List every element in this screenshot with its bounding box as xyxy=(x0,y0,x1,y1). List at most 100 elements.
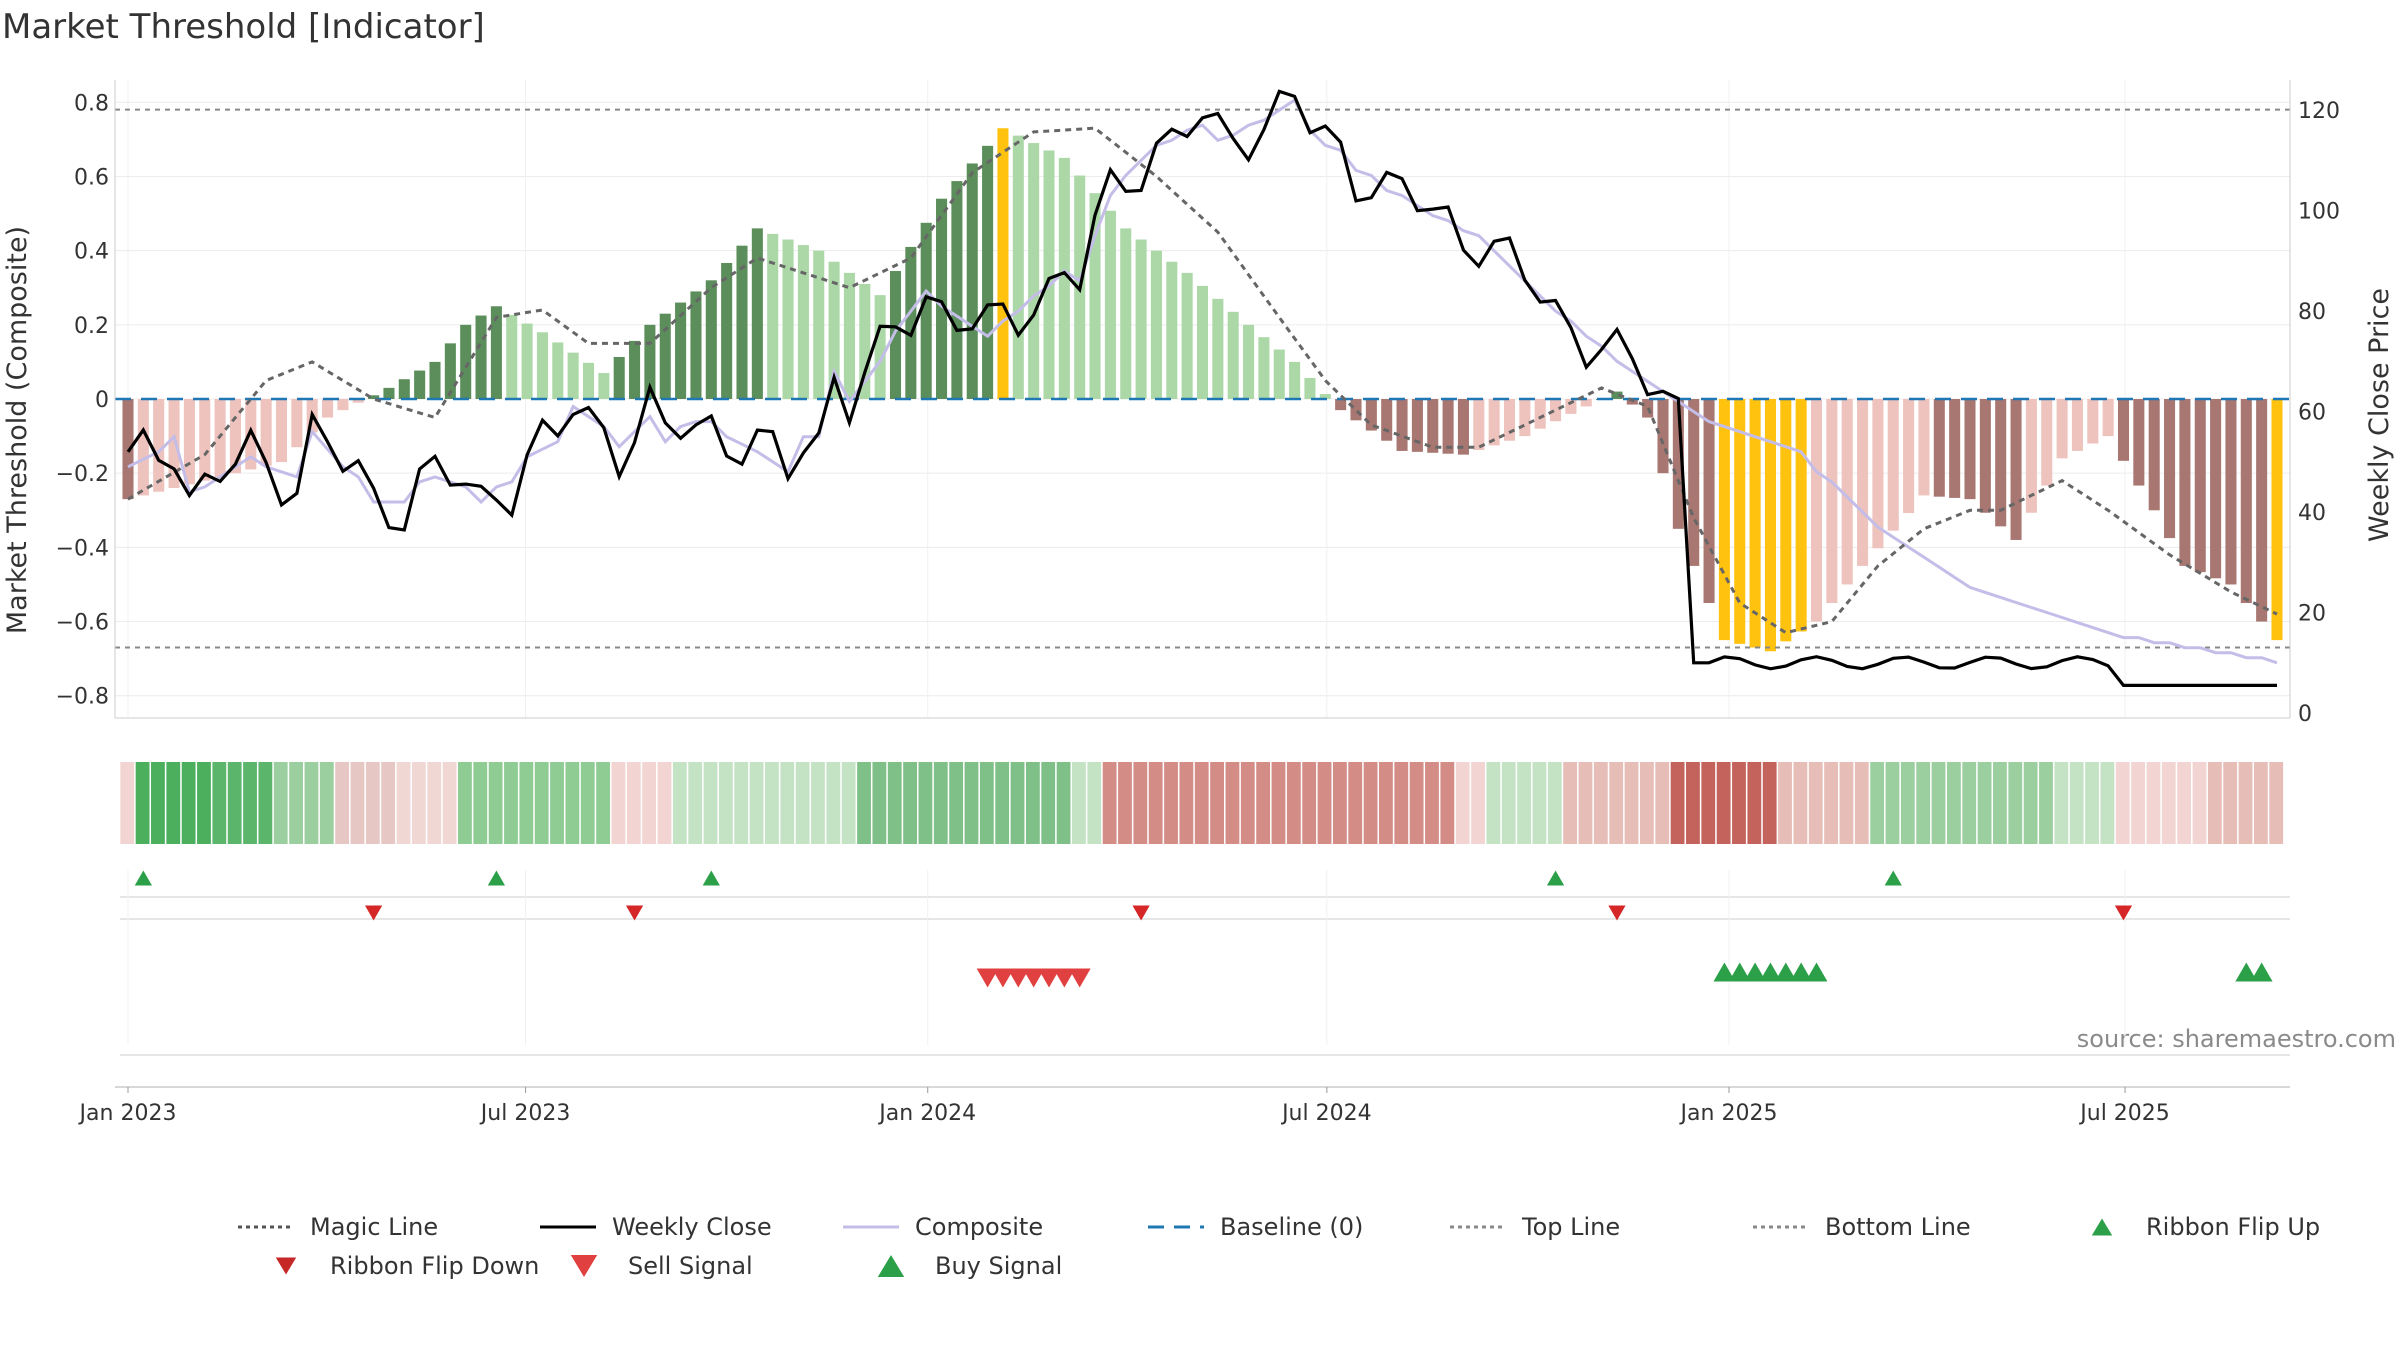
buy-signal-marker xyxy=(1728,962,1751,982)
composite-bar xyxy=(1519,399,1531,437)
axes: 0.8 0.6 0.4 0.2 0 −0.2 −0.4 −0.6 −0.8 120 100 80 60 4… xyxy=(56,80,2340,1126)
y-tick-label: −0.8 xyxy=(56,685,109,710)
ribbon-cell xyxy=(1394,762,1409,844)
ribbon-cell xyxy=(335,762,350,844)
composite-bar xyxy=(629,340,641,399)
composite-bar xyxy=(1795,399,1807,632)
ribbon-cell xyxy=(826,762,841,844)
legend-item: Ribbon Flip Up xyxy=(2091,1213,2320,1241)
composite-bar xyxy=(1166,261,1178,399)
ribbon-cell xyxy=(718,762,733,844)
ribbon-cell xyxy=(2253,762,2268,844)
composite-bar xyxy=(1657,399,1669,474)
y-tick-label: 0 xyxy=(95,388,109,413)
composite-bar xyxy=(168,399,180,489)
ribbon-cell xyxy=(2269,762,2284,844)
ribbon-cell xyxy=(197,762,211,844)
ribbon-cell xyxy=(2023,762,2038,844)
sell-signal-marker xyxy=(1007,968,1030,988)
magic-line xyxy=(127,126,2278,635)
legend-label: Composite xyxy=(915,1213,1043,1241)
legend-label: Weekly Close xyxy=(612,1213,772,1241)
composite-bar xyxy=(1503,399,1516,441)
composite-bar xyxy=(813,250,825,399)
ribbon-cell xyxy=(626,762,641,844)
ribbon-cell xyxy=(979,762,994,844)
composite-bar xyxy=(291,399,303,448)
ribbon-cell xyxy=(1824,762,1838,844)
composite-bar xyxy=(843,272,855,399)
composite-bar xyxy=(444,343,456,399)
ribbon-flip-up-marker xyxy=(1546,870,1565,886)
composite-bar xyxy=(1780,399,1792,642)
legend-label: Ribbon Flip Down xyxy=(330,1252,539,1280)
composite-bar xyxy=(1688,399,1700,566)
composite-bar xyxy=(1488,399,1500,446)
buy-signal-marker xyxy=(1759,962,1782,982)
ribbon-cell xyxy=(1900,762,1915,844)
ribbon-cell xyxy=(765,762,779,844)
composite-bar xyxy=(751,228,763,399)
ribbon-flip-down-marker xyxy=(1132,905,1150,921)
composite-bar xyxy=(721,262,733,399)
ribbon-flip-down-marker xyxy=(2114,905,2133,921)
ribbon-cell xyxy=(135,762,150,844)
ribbon-cell xyxy=(396,762,411,844)
composite-bar xyxy=(997,128,1009,399)
ribbon-cell xyxy=(1317,762,1332,844)
legend-item: Bottom Line xyxy=(1753,1213,1971,1241)
legend-swatch xyxy=(275,1257,297,1275)
ribbon-cell xyxy=(1379,762,1393,844)
composite-bar xyxy=(429,361,441,399)
composite-bar xyxy=(521,323,533,399)
legend-item: Composite xyxy=(843,1213,1043,1241)
composite-bar xyxy=(1580,399,1592,407)
ribbon-cell xyxy=(749,762,764,844)
composite-bar xyxy=(229,399,241,474)
ribbon-cell xyxy=(289,762,303,844)
composite-bar xyxy=(1335,399,1347,411)
ribbon-flip-up-marker xyxy=(487,870,506,886)
ribbon-cell xyxy=(841,762,856,844)
ribbon-cell xyxy=(1164,762,1178,844)
ribbon-cell xyxy=(273,762,288,844)
composite-bar xyxy=(1534,399,1546,429)
composite-bar xyxy=(2271,399,2283,641)
y2-tick-label: 0 xyxy=(2298,702,2312,727)
composite-bar xyxy=(337,399,349,411)
ribbon-cell xyxy=(1609,762,1624,844)
composite-bar xyxy=(1565,399,1577,414)
ribbon-cell xyxy=(1778,762,1792,844)
x-tick-label: Jan 2023 xyxy=(78,1101,177,1126)
composite-bar xyxy=(2056,399,2068,459)
composite-bar xyxy=(936,198,948,399)
legend-item: Magic Line xyxy=(238,1213,438,1241)
composite-bar xyxy=(1964,399,1976,500)
ribbon-cell xyxy=(1639,762,1654,844)
composite-bar xyxy=(245,399,257,470)
sell-signal-marker xyxy=(1068,968,1091,988)
lines xyxy=(115,89,2290,687)
ribbon-cell xyxy=(2054,762,2069,844)
composite-bar xyxy=(2071,399,2083,451)
composite-bar xyxy=(1611,391,1623,399)
composite-bar xyxy=(2148,399,2160,511)
ribbon-cell xyxy=(350,762,365,844)
composite-bar xyxy=(889,271,902,399)
composite-bar xyxy=(582,362,595,399)
composite-bar xyxy=(1135,239,1147,399)
ribbon-cell xyxy=(2177,762,2192,844)
composite-bar xyxy=(2010,399,2022,540)
composite-bar xyxy=(1150,250,1162,399)
ribbon-cell xyxy=(887,762,902,844)
ribbon-cell xyxy=(1302,762,1317,844)
ribbon-cell xyxy=(1225,762,1240,844)
composite-bar xyxy=(1304,377,1316,399)
legend: Magic Line Weekly Close Composite Baseline … xyxy=(238,1213,2320,1280)
legend-item: Sell Signal xyxy=(570,1252,753,1280)
composite-bar xyxy=(1857,399,1869,566)
ribbon-cell xyxy=(964,762,979,844)
ribbon-cell xyxy=(688,762,703,844)
ribbon-cell xyxy=(1716,762,1731,844)
